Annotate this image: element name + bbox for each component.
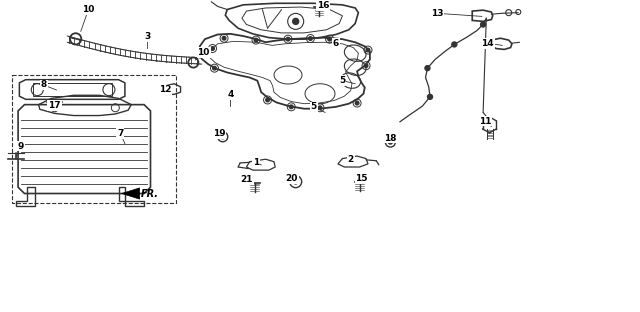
Text: 20: 20 — [285, 174, 298, 183]
Circle shape — [366, 48, 370, 52]
Circle shape — [211, 47, 214, 50]
Text: 17: 17 — [48, 101, 61, 110]
Circle shape — [318, 106, 322, 110]
Circle shape — [292, 18, 299, 24]
Circle shape — [222, 37, 226, 40]
Text: 10: 10 — [83, 5, 95, 14]
Text: 14: 14 — [481, 39, 494, 48]
Text: 6: 6 — [333, 39, 339, 48]
Polygon shape — [122, 188, 140, 199]
Text: 19: 19 — [212, 129, 225, 138]
Text: FR.: FR. — [141, 188, 159, 198]
Text: 16: 16 — [317, 1, 330, 10]
Circle shape — [364, 64, 368, 67]
Text: 10: 10 — [197, 48, 210, 57]
Circle shape — [221, 135, 225, 139]
Text: 21: 21 — [240, 175, 253, 184]
Circle shape — [355, 101, 359, 105]
Circle shape — [308, 37, 312, 40]
Text: 12: 12 — [159, 85, 172, 95]
Circle shape — [452, 42, 457, 47]
Circle shape — [428, 94, 433, 99]
Circle shape — [266, 98, 269, 102]
Circle shape — [289, 105, 293, 109]
Text: 1: 1 — [253, 158, 259, 167]
Text: 11: 11 — [479, 117, 492, 126]
Text: 5: 5 — [339, 76, 346, 85]
Text: 5: 5 — [310, 102, 317, 111]
Text: 2: 2 — [348, 155, 354, 164]
Circle shape — [425, 66, 430, 71]
Circle shape — [212, 66, 216, 70]
Text: 13: 13 — [431, 9, 444, 18]
Text: 8: 8 — [40, 80, 47, 90]
Circle shape — [328, 37, 332, 41]
Text: 9: 9 — [17, 142, 24, 151]
Circle shape — [286, 37, 290, 41]
Text: 7: 7 — [117, 129, 124, 138]
Circle shape — [481, 22, 486, 27]
Text: 18: 18 — [384, 134, 397, 143]
Text: 4: 4 — [227, 90, 234, 99]
Circle shape — [388, 140, 392, 144]
Text: 3: 3 — [144, 32, 150, 41]
Text: 15: 15 — [355, 174, 368, 183]
Circle shape — [254, 38, 258, 42]
